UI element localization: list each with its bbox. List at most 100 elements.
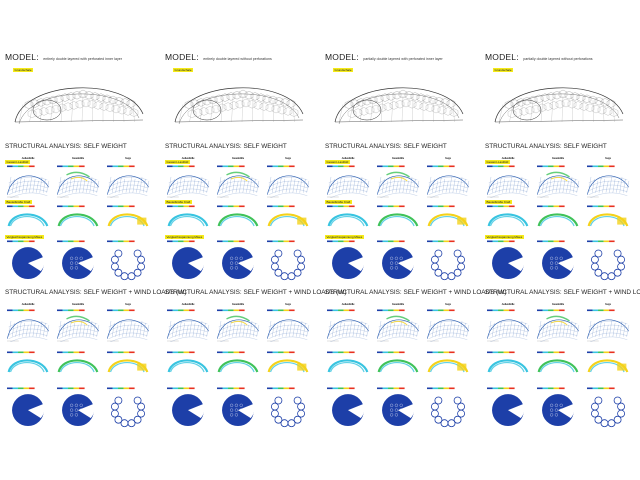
stress-panel: [535, 240, 581, 282]
shell-panel: [105, 309, 151, 342]
force-ribbon: [7, 213, 49, 227]
force-ribbon: [487, 359, 529, 373]
force-ribbon: [267, 213, 309, 227]
force-panel: [585, 205, 631, 233]
shell-panel: [265, 165, 311, 198]
force-ribbon: [217, 213, 259, 227]
shell-mesh: [327, 319, 370, 342]
shell-panel: [105, 165, 151, 198]
stress-panel: [485, 240, 531, 282]
model-tag: Grundschale: [333, 68, 354, 72]
row-tag: Gesamt-Lastbild: [325, 160, 350, 164]
colorbar: [537, 205, 565, 208]
colorbar: [327, 351, 355, 354]
force-panel: [105, 205, 151, 233]
shell-panel: [165, 165, 211, 198]
shell-mesh: [7, 175, 50, 198]
model-label: MODEL:: [485, 52, 519, 62]
colorbar: [327, 387, 355, 390]
colorbar: [537, 240, 565, 243]
stress-panel: [55, 387, 101, 429]
stress-panel: [265, 387, 311, 429]
stress-disc: [222, 394, 255, 427]
force-ribbon: [427, 213, 469, 227]
section-title: STRUCTURAL ANALYSIS: SELF WEIGHT + WIND …: [485, 289, 640, 296]
shell-panel: [215, 165, 261, 198]
colorbar: [217, 387, 245, 390]
force-panel: [5, 351, 51, 379]
force-ribbon: [377, 359, 419, 373]
colorbar: [7, 309, 35, 312]
stress-disc: [492, 247, 525, 280]
colorbar: [487, 205, 515, 208]
shell-mesh: [427, 319, 470, 342]
shell-mesh: [267, 175, 310, 198]
stress-panel: [215, 387, 261, 429]
colorbar: [537, 165, 565, 168]
shell-mesh: [377, 171, 420, 198]
colorbar: [267, 387, 295, 390]
force-ribbon: [167, 359, 209, 373]
dome-wireframe: [174, 87, 304, 125]
colorbar: [267, 205, 295, 208]
force-panel: [265, 351, 311, 379]
stress-disc: [492, 394, 525, 427]
panel-header: Außenhülle: [181, 303, 195, 306]
force-ribbon: [267, 359, 309, 373]
force-ribbon: [537, 359, 579, 373]
colorbar: [327, 240, 355, 243]
colorbar: [267, 165, 295, 168]
panel-header: Außenhülle: [21, 157, 35, 160]
dome-wireframe: [494, 87, 624, 125]
row-tag: Vergleichsspannung Mises: [325, 235, 364, 239]
stress-panel: [535, 387, 581, 429]
colorbar: [377, 165, 405, 168]
shell-panel: [425, 165, 471, 198]
model-column: MODEL: entirely double layered without p…: [165, 0, 347, 470]
model-label: MODEL:: [5, 52, 39, 62]
colorbar: [327, 165, 355, 168]
colorbar: [217, 240, 245, 243]
colorbar: [57, 205, 85, 208]
colorbar: [57, 351, 85, 354]
panel-header: Außenhülle: [341, 303, 355, 306]
colorbar: [427, 165, 455, 168]
force-panel: [485, 351, 531, 379]
panel-header: Stege: [285, 303, 291, 306]
colorbar: [427, 351, 455, 354]
panel-header: Stege: [445, 157, 451, 160]
colorbar: [377, 351, 405, 354]
shell-panel: [375, 309, 421, 342]
panel-header: Außenhülle: [501, 157, 515, 160]
row-tag: Vergleichsspannung Mises: [165, 235, 204, 239]
panel-header: Innenhülle: [232, 303, 244, 306]
shell-panel: [485, 165, 531, 198]
model-title: MODEL: partially double layered with per…: [325, 47, 475, 65]
shell-panel: [325, 309, 371, 342]
force-panel: [425, 205, 471, 233]
row-tag: Vergleichsspannung Mises: [5, 235, 44, 239]
colorbar: [427, 387, 455, 390]
colorbar: [427, 309, 455, 312]
shell-mesh: [427, 175, 470, 198]
panel-header: Stege: [125, 157, 131, 160]
stress-panel: [5, 240, 51, 282]
force-panel: [5, 205, 51, 233]
shell-panel: [325, 165, 371, 198]
colorbar: [487, 165, 515, 168]
colorbar: [267, 309, 295, 312]
force-ribbon: [167, 213, 209, 227]
stress-disc: [332, 247, 365, 280]
shell-mesh: [217, 315, 260, 342]
force-panel: [325, 205, 371, 233]
colorbar: [7, 351, 35, 354]
stress-panel: [165, 240, 211, 282]
force-panel: [215, 351, 261, 379]
force-panel: [55, 351, 101, 379]
colorbar: [57, 387, 85, 390]
panel-header: Stege: [605, 303, 611, 306]
colorbar: [377, 309, 405, 312]
shell-panel: [5, 165, 51, 198]
stress-panel: [5, 387, 51, 429]
shell-panel: [55, 165, 101, 198]
